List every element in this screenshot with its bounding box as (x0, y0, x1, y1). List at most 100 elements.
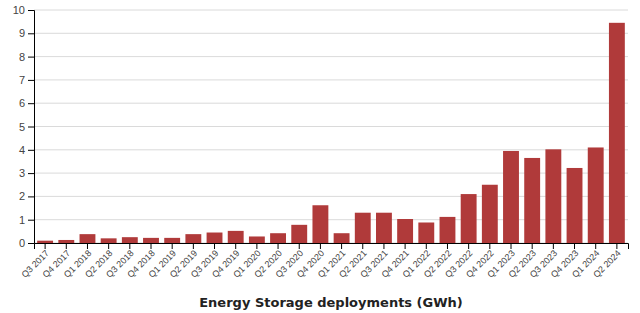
bar (376, 213, 392, 243)
grid-line (34, 56, 628, 57)
y-tick: 3 (19, 167, 34, 179)
bar (270, 233, 286, 243)
x-tick-mark (235, 243, 236, 249)
x-tick-mark (193, 243, 194, 249)
y-tick-label: 4 (19, 144, 25, 156)
y-tick-label: 1 (19, 214, 25, 226)
x-tick-mark (214, 243, 215, 249)
bar (355, 213, 371, 243)
bar (567, 168, 583, 243)
grid-line (34, 79, 628, 80)
bar (101, 238, 117, 243)
bar (122, 237, 138, 243)
y-tick: 6 (19, 97, 34, 109)
bar (440, 217, 456, 243)
bar (207, 233, 223, 243)
x-tick-mark (299, 243, 300, 249)
chart: Q3 2017Q4 2017Q1 2018Q2 2018Q3 2018Q4 20… (0, 0, 640, 313)
y-tick-label: 8 (19, 51, 25, 63)
x-axis-title: Energy Storage deployments (GWh) (199, 295, 463, 310)
y-tick: 5 (19, 121, 34, 133)
bar (418, 222, 434, 243)
grid-line (34, 149, 628, 150)
y-tick-mark (28, 220, 34, 221)
grid-line (34, 33, 628, 34)
y-tick: 1 (19, 214, 34, 226)
bar (334, 233, 350, 243)
bar (58, 240, 74, 243)
plot: Q3 2017Q4 2017Q1 2018Q2 2018Q3 2018Q4 20… (13, 4, 629, 280)
x-tick-mark (489, 243, 490, 249)
x-tick-mark (320, 243, 321, 249)
y-tick-label: 3 (19, 167, 25, 179)
y-tick-mark (28, 196, 34, 197)
bar (545, 149, 561, 243)
y-tick-mark (28, 10, 34, 11)
bar (291, 225, 307, 243)
x-axis-line (35, 244, 629, 250)
x-tick-mark (595, 243, 596, 249)
bars (37, 23, 625, 243)
x-tick-mark (362, 243, 363, 249)
y-tick-label: 9 (19, 27, 25, 39)
bar (461, 194, 477, 243)
x-tick-mark (468, 243, 469, 249)
y-tick-label: 10 (13, 4, 25, 16)
bar (609, 23, 625, 243)
x-tick-mark (129, 243, 130, 249)
x-tick-mark (574, 243, 575, 249)
y-axis-line (28, 11, 35, 244)
bar (397, 219, 413, 243)
x-tick-mark (405, 243, 406, 249)
x-tick-mark (426, 243, 427, 249)
x-tick-mark (151, 243, 152, 249)
x-tick-mark (278, 243, 279, 249)
y-tick: 10 (13, 4, 34, 16)
y-tick: 8 (19, 51, 34, 63)
grid-line (34, 103, 628, 104)
x-tick-mark (532, 243, 533, 249)
y-tick-mark (28, 243, 34, 244)
grid (34, 10, 628, 243)
grid-line (34, 126, 628, 127)
bar (143, 238, 159, 243)
x-tick-mark (172, 243, 173, 249)
x-tick-mark (87, 243, 88, 249)
x-tick-mark (108, 243, 109, 249)
y-tick-label: 6 (19, 97, 25, 109)
x-axis: Q3 2017Q4 2017Q1 2018Q2 2018Q3 2018Q4 20… (19, 243, 628, 280)
bar (524, 158, 540, 243)
y-tick-mark (28, 127, 34, 128)
y-tick-label: 2 (19, 190, 25, 202)
y-tick-label: 7 (19, 74, 25, 86)
bar (503, 151, 519, 243)
bar (482, 185, 498, 243)
y-tick-mark (28, 57, 34, 58)
x-tick-mark (341, 243, 342, 249)
x-tick-mark (553, 243, 554, 249)
y-tick-label: 0 (19, 237, 25, 249)
bar (80, 234, 96, 243)
bar (185, 234, 201, 243)
x-tick-mark (447, 243, 448, 249)
y-tick-mark (28, 33, 34, 34)
bar (228, 231, 244, 243)
bar (312, 205, 328, 243)
grid-line (34, 10, 628, 11)
x-tick-mark (383, 243, 384, 249)
y-tick: 7 (19, 74, 34, 86)
x-tick-mark (45, 243, 46, 249)
y-tick-label: 5 (19, 121, 25, 133)
bar (164, 238, 180, 243)
y-tick-mark (28, 80, 34, 81)
y-tick: 2 (19, 190, 34, 202)
y-tick: 0 (19, 237, 34, 249)
bar (37, 241, 53, 243)
y-axis: 0 1 2 3 4 5 6 7 8 9 10 (13, 4, 35, 249)
x-tick-mark (511, 243, 512, 249)
y-tick-mark (28, 150, 34, 151)
y-tick: 4 (19, 144, 34, 156)
bar (249, 236, 265, 243)
bar (588, 147, 604, 243)
y-tick-mark (28, 173, 34, 174)
